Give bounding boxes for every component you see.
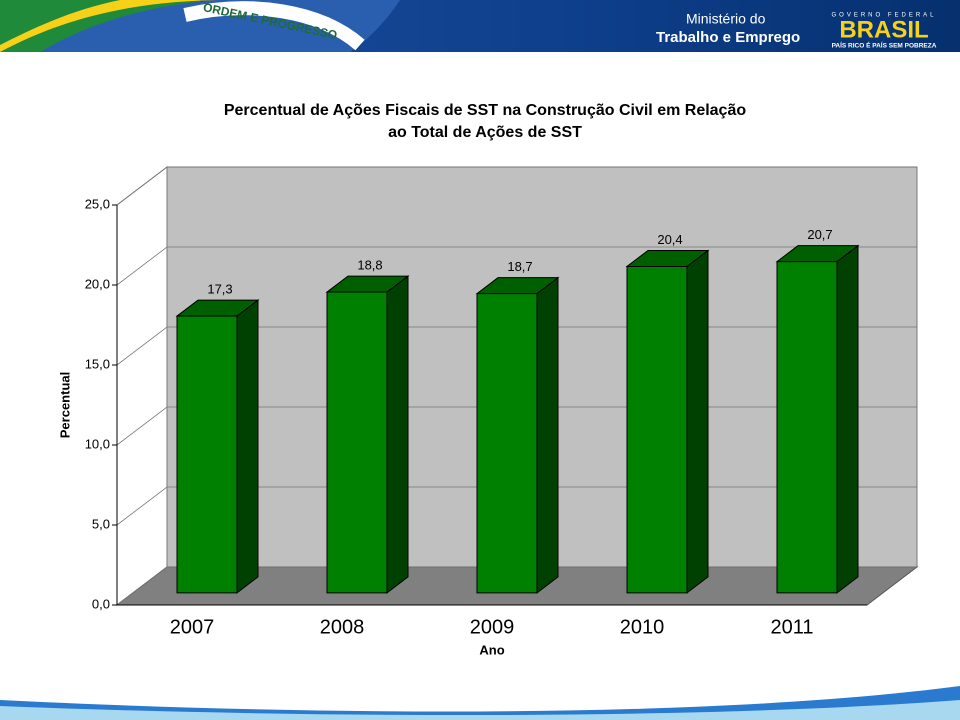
bar [176,315,238,594]
x-tick-label: 2010 [620,616,665,638]
grid-line [116,246,917,286]
value-label: 20,7 [807,227,832,242]
bar-side [386,275,409,594]
bar-side [536,276,559,594]
x-tick-label: 2011 [770,616,813,638]
y-tick-label: 20,0 [85,276,110,291]
bar-side [236,299,259,594]
y-axis-label: Percentual [57,372,72,438]
footer-swoosh [0,700,960,720]
value-label: 18,8 [357,258,382,273]
flag-stripe [183,1,365,51]
bar [776,261,838,594]
bar [476,293,538,594]
x-tick-label: 2009 [470,616,515,638]
bar-side [836,244,859,594]
footer-swoosh [0,686,960,720]
bar-side [686,249,709,594]
brand: BRASIL [839,16,928,43]
ministry: Ministério do [686,11,766,27]
x-tick-label: 2007 [170,616,215,638]
bar [626,265,688,594]
chart-title: Percentual de Ações Fiscais de SST na Co… [223,102,747,141]
value-label: 18,7 [507,259,532,274]
x-axis-label: Ano [479,642,504,657]
x-tick-label: 2008 [320,616,365,638]
flag-yellow [0,0,230,52]
grid-line [116,166,917,206]
y-tick-label: 10,0 [85,436,110,451]
value-label: 17,3 [207,282,232,297]
y-tick-label: 5,0 [92,516,110,531]
side-wall [116,165,168,607]
gov: GOVERNO FEDERAL [831,13,936,19]
ministry: Trabalho e Emprego [656,29,800,46]
bar [326,291,388,594]
header: ORDEM E PROGRESSO Ministério do Trabalho… [0,0,960,52]
y-tick-label: 15,0 [85,356,110,371]
slogan: PAÍS RICO É PAÍS SEM POBREZA [832,41,937,50]
y-tick-label: 25,0 [85,196,110,211]
value-label: 20,4 [657,232,682,247]
y-tick-label: 0,0 [92,596,110,611]
